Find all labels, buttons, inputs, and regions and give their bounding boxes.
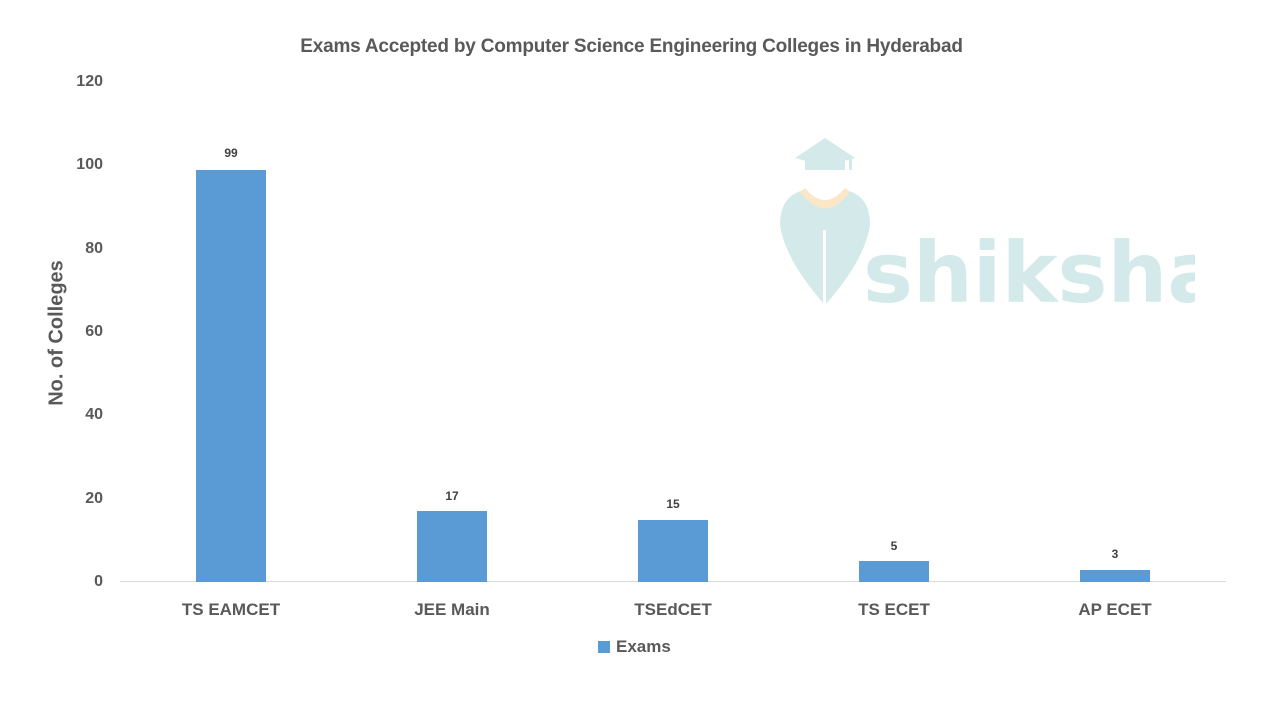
bar-jee-main [417,511,487,582]
bar-ts-ecet [859,561,929,582]
x-tick-label: JEE Main [414,600,490,619]
y-tick: 100 [76,156,103,173]
bar-ap-ecet [1080,570,1150,582]
x-tick-label: TS ECET [858,600,930,619]
data-label: 99 [224,146,238,160]
bar-tsedcet [638,520,708,582]
shiksha-watermark-logo: shiksha [780,138,1195,310]
legend-swatch-icon [598,641,610,653]
x-tick-label: TS EAMCET [181,600,281,619]
y-tick: 0 [94,573,103,590]
legend-label: Exams [616,637,671,656]
y-tick: 20 [85,490,103,507]
y-tick: 40 [85,406,103,423]
y-axis-label: No. of Colleges [45,260,68,406]
legend: Exams [598,637,671,657]
data-label: 5 [890,539,898,553]
x-tick-label: AP ECET [1078,600,1152,619]
x-tick-label: TSEdCET [634,600,712,619]
data-label: 3 [1111,547,1119,561]
graduation-cap-icon [795,138,855,170]
data-label: 15 [666,497,680,511]
data-label: 17 [445,489,459,503]
y-tick: 80 [85,240,103,257]
bar-ts-eamcet [196,170,266,582]
y-tick: 60 [85,323,103,340]
svg-text:shiksha: shiksha [863,224,1195,310]
y-tick: 120 [76,73,103,90]
chart-title: Exams Accepted by Computer Science Engin… [300,36,963,57]
